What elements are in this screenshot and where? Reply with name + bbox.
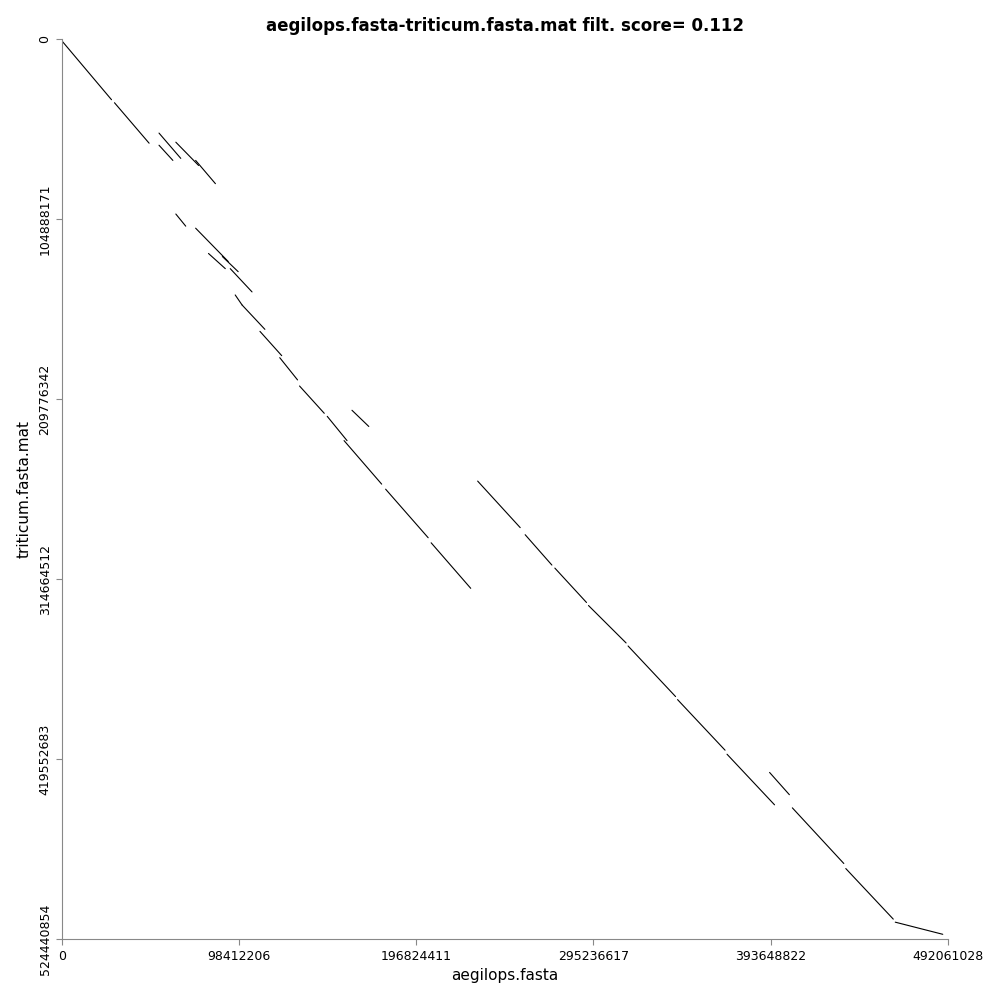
X-axis label: aegilops.fasta: aegilops.fasta <box>451 968 558 983</box>
Title: aegilops.fasta-triticum.fasta.mat filt. score= 0.112: aegilops.fasta-triticum.fasta.mat filt. … <box>266 17 744 35</box>
Y-axis label: triticum.fasta.mat: triticum.fasta.mat <box>17 420 32 558</box>
